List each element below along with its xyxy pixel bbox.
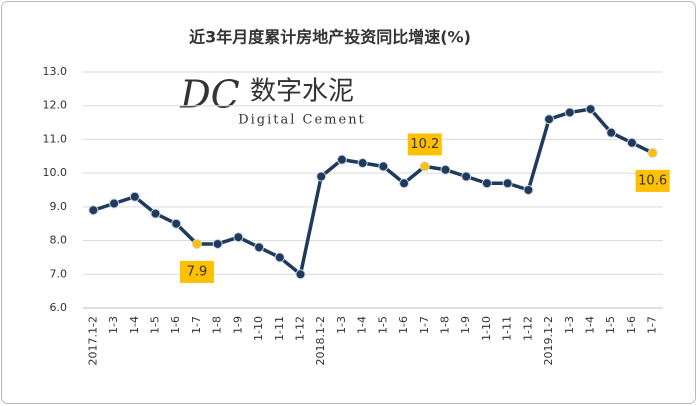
data-point <box>626 137 637 148</box>
y-tick-label: 9.0 <box>50 200 68 213</box>
data-label: 10.2 <box>407 133 442 156</box>
x-tick-label: 1-6 <box>397 316 410 334</box>
y-tick-label: 11.0 <box>43 132 68 145</box>
x-tick-label: 1-12 <box>294 316 307 341</box>
x-tick-label: 1-11 <box>501 316 514 341</box>
data-point <box>171 218 182 229</box>
data-label-text: 7.9 <box>187 264 208 279</box>
watermark-subtitle: Digital Cement <box>238 113 366 128</box>
x-tick-label: 1-9 <box>231 316 244 334</box>
data-point <box>88 205 99 216</box>
data-point <box>357 158 368 169</box>
watermark-name: 数字水泥 <box>250 77 354 107</box>
data-point <box>378 161 389 172</box>
data-label-text: 10.2 <box>410 137 439 152</box>
x-tick-label: 1-6 <box>625 316 638 334</box>
x-tick-label: 2017.1-2 <box>86 316 99 365</box>
x-tick-label: 1-6 <box>169 316 182 334</box>
x-tick-label: 2019.1-2 <box>542 316 555 365</box>
data-label-box <box>179 260 214 283</box>
data-point <box>129 191 140 202</box>
x-tick-label: 1-7 <box>646 316 659 334</box>
y-tick-label: 7.0 <box>50 267 68 280</box>
x-tick-label: 1-5 <box>604 316 617 334</box>
data-point <box>336 154 347 165</box>
x-tick-label: 1-4 <box>584 316 597 334</box>
data-point <box>461 171 472 182</box>
data-point <box>109 198 120 209</box>
y-tick-label: 10.0 <box>43 166 68 179</box>
data-point <box>585 104 596 115</box>
x-tick-label: 1-4 <box>128 316 141 334</box>
data-point <box>440 164 451 175</box>
data-point <box>212 238 223 249</box>
x-tick-label: 1-5 <box>149 316 162 334</box>
x-tick-label: 1-9 <box>459 316 472 334</box>
data-point <box>399 178 410 189</box>
data-point <box>274 252 285 263</box>
x-tick-label: 1-3 <box>335 316 348 334</box>
data-point <box>316 171 327 182</box>
data-point <box>233 232 244 243</box>
x-tick-label: 1-10 <box>252 316 265 341</box>
data-label: 10.6 <box>635 169 670 192</box>
x-tick-label: 1-5 <box>376 316 389 334</box>
data-point <box>295 269 306 280</box>
x-tick-label: 1-10 <box>480 316 493 341</box>
x-tick-label: 1-11 <box>273 316 286 341</box>
x-tick-label: 1-3 <box>563 316 576 334</box>
x-tick-label: 1-8 <box>439 316 452 334</box>
chart-title: 近3年月度累计房地产投资同比增速(%) <box>189 28 471 47</box>
x-tick-label: 1-7 <box>190 316 203 334</box>
x-tick-label: 1-8 <box>211 316 224 334</box>
data-point <box>544 114 555 125</box>
x-tick-label: 1-3 <box>107 316 120 334</box>
data-label-text: 10.6 <box>638 173 667 188</box>
data-point <box>481 178 492 189</box>
series-line <box>92 107 654 277</box>
data-point <box>523 185 534 195</box>
y-tick-label: 8.0 <box>50 234 68 247</box>
data-point <box>191 238 202 249</box>
data-point <box>254 242 265 253</box>
x-tick-label: 2018.1-2 <box>314 316 327 365</box>
watermark-logo: DC <box>179 73 240 117</box>
data-label: 7.9 <box>179 260 214 283</box>
data-label-box <box>635 169 670 192</box>
data-label-box <box>407 133 442 156</box>
y-tick-label: 12.0 <box>43 99 68 112</box>
x-tick-label: 1-12 <box>521 316 534 341</box>
data-point <box>647 147 658 158</box>
y-tick-label: 13.0 <box>43 65 68 78</box>
x-tick-label: 1-7 <box>418 316 431 334</box>
y-tick-label: 6.0 <box>50 301 68 314</box>
data-point <box>564 107 575 118</box>
data-point <box>606 127 617 138</box>
x-tick-label: 1-4 <box>356 316 369 334</box>
data-point <box>502 178 513 189</box>
data-point <box>419 161 430 172</box>
data-point <box>150 208 161 219</box>
